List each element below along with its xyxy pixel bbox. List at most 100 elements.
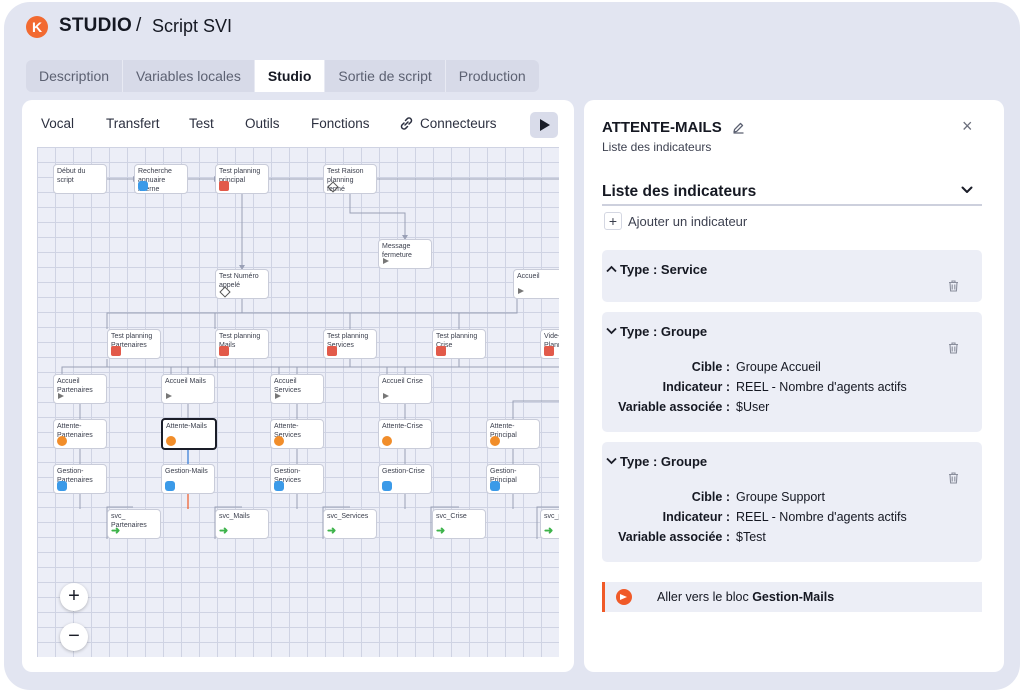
brand-name: STUDIO <box>59 15 132 36</box>
toolbar-test[interactable]: Test <box>189 116 214 131</box>
arrow-right-icon: ➜ <box>327 525 337 537</box>
flow-node-recherche[interactable]: Recherche annuaire interne <box>134 164 188 194</box>
flow-node-attente-principal[interactable]: Attente- Principal <box>486 419 540 449</box>
calendar-icon <box>327 346 337 356</box>
flow-node-gestion-partenaires[interactable]: Gestion- Partenaires <box>53 464 107 494</box>
section-divider <box>602 204 982 206</box>
trash-icon[interactable] <box>948 472 959 484</box>
flow-node-test-planning-services[interactable]: Test planning Services <box>323 329 377 359</box>
panel-title: ATTENTE-MAILS <box>602 119 722 136</box>
flow-canvas[interactable]: Début du script Recherche annuaire intern… <box>37 147 559 657</box>
tab-production[interactable]: Production <box>445 60 539 92</box>
flow-node-attente-services[interactable]: Attente- Services <box>270 419 324 449</box>
chevron-up-icon[interactable] <box>606 265 617 273</box>
arrow-right-icon: ➜ <box>436 525 446 537</box>
tab-sortie-de-script[interactable]: Sortie de script <box>325 60 446 92</box>
phone-icon <box>382 481 392 491</box>
phone-icon <box>138 181 148 191</box>
flow-node-gestion-crise[interactable]: Gestion-Crise <box>378 464 432 494</box>
goto-block-target: Gestion-Mails <box>752 590 835 604</box>
speaker-icon <box>383 393 389 399</box>
flow-node-accueil-partenaires[interactable]: Accueil Partenaires <box>53 374 107 404</box>
flow-node-gestion-mails[interactable]: Gestion-Mails <box>161 464 215 494</box>
goto-block-link[interactable]: Aller vers le bloc Gestion-Mails <box>602 582 982 612</box>
flow-node-accueil[interactable]: Accueil <box>513 269 559 299</box>
arrow-right-icon: ➜ <box>544 525 554 537</box>
toolbar-connecteurs[interactable]: Connecteurs <box>420 116 497 131</box>
block-properties-panel: ATTENTE-MAILS × Liste des indicateurs Li… <box>584 100 1004 672</box>
flow-node-attente-mails[interactable]: Attente-Mails <box>161 418 217 450</box>
studio-toolbar: Vocal Transfert Test Outils Fonctions Co… <box>22 100 574 146</box>
indicator-card-title[interactable]: Type : Service <box>620 262 708 277</box>
phone-icon <box>165 481 175 491</box>
flow-node-svc-partenaires[interactable]: svc_ Partenaires ➜ <box>107 509 161 539</box>
edit-icon[interactable] <box>732 121 745 134</box>
add-indicator-button[interactable]: Ajouter un indicateur <box>628 214 748 229</box>
flow-node-message-fermeture[interactable]: Message fermeture <box>378 239 432 269</box>
wait-icon <box>274 436 284 446</box>
phone-icon <box>57 481 67 491</box>
indicator-card-groupe-accueil: Type : Groupe Cible : Groupe Accueil Indi… <box>602 312 982 432</box>
flow-node-test-raison[interactable]: Test Raison planning fermé <box>323 164 377 194</box>
wait-icon <box>490 436 500 446</box>
tab-studio[interactable]: Studio <box>254 60 326 92</box>
tab-variables-locales[interactable]: Variables locales <box>123 60 255 92</box>
play-button[interactable] <box>530 112 558 138</box>
panel-subtitle: Liste des indicateurs <box>602 140 712 154</box>
trash-icon[interactable] <box>948 342 959 354</box>
toolbar-transfert[interactable]: Transfert <box>106 116 160 131</box>
wait-icon <box>166 436 176 446</box>
flow-node-attente-crise[interactable]: Attente-Crise <box>378 419 432 449</box>
chevron-down-icon[interactable] <box>606 327 617 335</box>
breadcrumb-separator: / <box>136 15 142 36</box>
flow-node-test-planning-crise[interactable]: Test planningCrise <box>432 329 486 359</box>
calendar-icon <box>111 346 121 356</box>
flow-node-accueil-crise[interactable]: Accueil Crise <box>378 374 432 404</box>
page-title: Script SVI <box>152 16 233 36</box>
flow-node-vide-planning[interactable]: Vide-Planning <box>540 329 559 359</box>
wait-icon <box>382 436 392 446</box>
toolbar-outils[interactable]: Outils <box>245 116 280 131</box>
speaker-icon <box>166 393 172 399</box>
flow-node-debut[interactable]: Début du script <box>53 164 107 194</box>
flow-node-gestion-principal[interactable]: Gestion- Principal <box>486 464 540 494</box>
tab-description[interactable]: Description <box>26 60 124 92</box>
flow-node-test-planning-partenaires[interactable]: Test planning Partenaires <box>107 329 161 359</box>
zoom-in-button[interactable]: + <box>60 583 88 611</box>
phone-icon <box>490 481 500 491</box>
chevron-down-icon[interactable] <box>960 183 974 197</box>
flow-node-svc-services[interactable]: svc_Services ➜ <box>323 509 377 539</box>
indicator-card-title[interactable]: Type : Groupe <box>620 324 708 339</box>
zoom-out-button[interactable]: − <box>60 623 88 651</box>
main-tabs: Description Variables locales Studio Sor… <box>26 60 539 92</box>
flow-node-test-planning-principal[interactable]: Test planning principal <box>215 164 269 194</box>
add-indicator-icon[interactable]: + <box>604 212 622 230</box>
phone-icon <box>274 481 284 491</box>
flow-node-test-planning-mails[interactable]: Test planningMails <box>215 329 269 359</box>
arrow-right-icon: ➜ <box>111 525 121 537</box>
indicator-card-title[interactable]: Type : Groupe <box>620 454 708 469</box>
flow-node-test-numero[interactable]: Test Numéro appelé <box>215 269 269 299</box>
flow-node-accueil-mails[interactable]: Accueil Mails <box>161 374 215 404</box>
wait-icon <box>57 436 67 446</box>
flow-node-svc-crise[interactable]: svc_Crise ➜ <box>432 509 486 539</box>
flow-node-attente-partenaires[interactable]: Attente- Partenaires <box>53 419 107 449</box>
studio-logo-icon: K <box>26 16 48 38</box>
arrow-right-icon: ➜ <box>219 525 229 537</box>
speaker-icon <box>383 258 389 264</box>
trash-icon[interactable] <box>948 280 959 292</box>
flow-node-svc-p[interactable]: svc_p➜ <box>540 509 559 539</box>
close-icon[interactable]: × <box>962 116 973 136</box>
toolbar-fonctions[interactable]: Fonctions <box>311 116 370 131</box>
arrow-circle-icon <box>616 589 632 605</box>
speaker-icon <box>275 393 281 399</box>
flow-node-accueil-services[interactable]: Accueil Services <box>270 374 324 404</box>
calendar-icon <box>219 181 229 191</box>
calendar-icon <box>219 346 229 356</box>
chevron-down-icon[interactable] <box>606 457 617 465</box>
section-title[interactable]: Liste des indicateurs <box>602 183 757 200</box>
speaker-icon <box>518 288 524 294</box>
toolbar-vocal[interactable]: Vocal <box>41 116 75 131</box>
flow-node-gestion-services[interactable]: Gestion- Services <box>270 464 324 494</box>
flow-node-svc-mails[interactable]: svc_Mails ➜ <box>215 509 269 539</box>
